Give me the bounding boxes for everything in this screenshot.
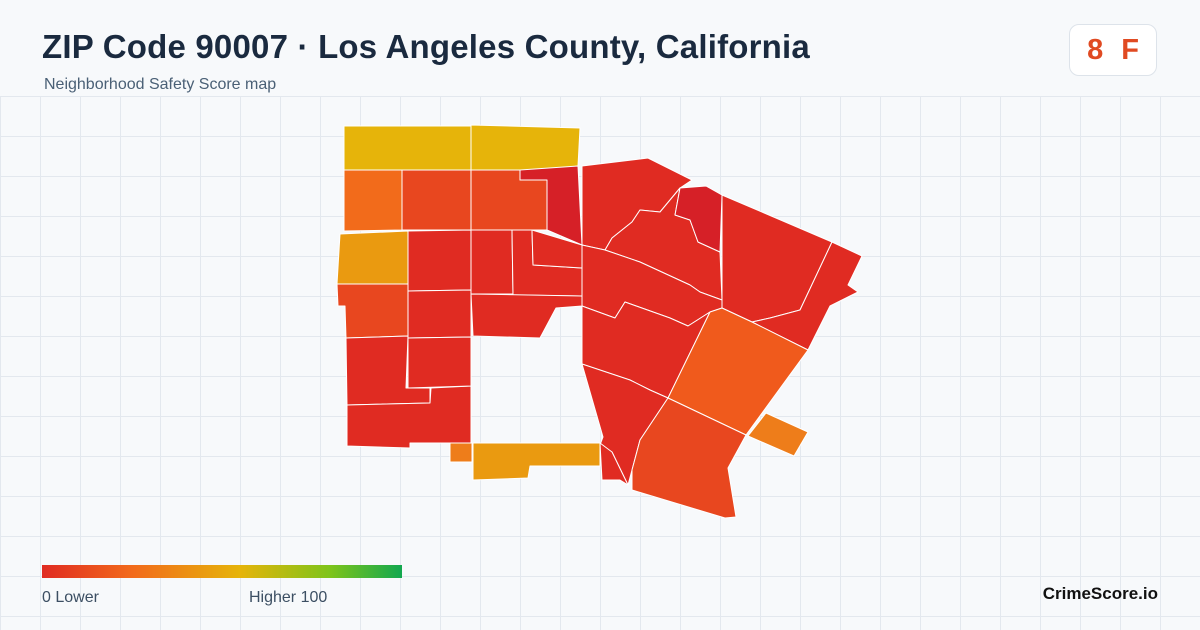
- legend-max-label: Higher 100: [249, 589, 328, 606]
- grade-badge: 8 F: [1069, 24, 1157, 76]
- map-region[interactable]: [470, 229, 514, 295]
- map-region[interactable]: [401, 169, 472, 231]
- map-region[interactable]: [519, 165, 583, 246]
- map-region[interactable]: [674, 185, 723, 253]
- grade-letter: F: [1121, 33, 1139, 66]
- map-region[interactable]: [747, 412, 809, 457]
- map-region[interactable]: [470, 293, 583, 339]
- brand-logo-text[interactable]: CrimeScore.io: [1042, 584, 1158, 603]
- map-region[interactable]: [343, 169, 403, 232]
- grade-score: 8: [1087, 33, 1104, 66]
- map-region[interactable]: [336, 230, 409, 285]
- legend-min-label: 0 Lower: [42, 589, 99, 606]
- map-region[interactable]: [449, 442, 473, 463]
- page-title: ZIP Code 90007 · Los Angeles County, Cal…: [42, 28, 810, 65]
- map-region[interactable]: [631, 397, 747, 519]
- map-region[interactable]: [472, 442, 601, 481]
- map-region[interactable]: [407, 229, 472, 292]
- map-region[interactable]: [336, 283, 409, 339]
- map-region[interactable]: [599, 442, 629, 486]
- map-region[interactable]: [343, 125, 472, 171]
- map-region[interactable]: [407, 336, 472, 389]
- map-region[interactable]: [470, 124, 581, 171]
- legend-gradient-bar: [42, 565, 402, 578]
- map-region[interactable]: [407, 289, 472, 339]
- header-background: [0, 0, 1200, 96]
- page-subtitle: Neighborhood Safety Score map: [44, 76, 277, 93]
- map-region[interactable]: [751, 241, 863, 351]
